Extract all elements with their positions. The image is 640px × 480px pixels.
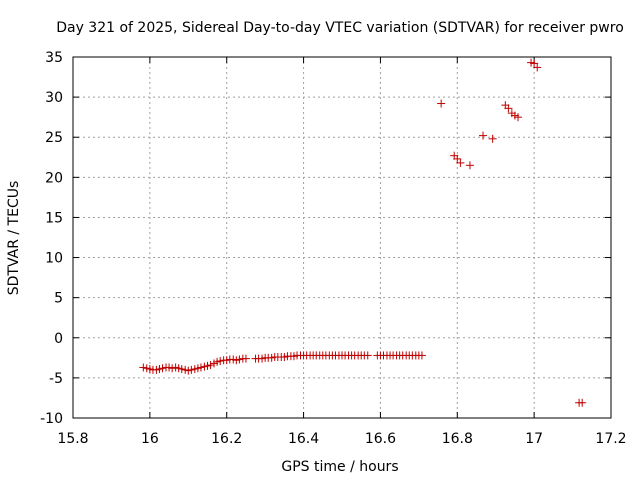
data-point <box>363 351 372 360</box>
data-point <box>533 63 542 72</box>
y-tick-labels: -10 -5 0 5 10 15 20 25 30 35 <box>40 50 63 427</box>
data-point <box>514 113 523 122</box>
y-axis-label: SDTVAR / TECUs <box>6 181 22 296</box>
data-point <box>177 365 186 374</box>
grid-lines <box>73 57 611 418</box>
x-tick-label: 15.8 <box>57 431 88 447</box>
data-point <box>465 161 474 170</box>
y-tick-label: 0 <box>54 331 63 347</box>
x-tick-label: 17 <box>525 431 543 447</box>
chart-title: Day 321 of 2025, Sidereal Day-to-day VTE… <box>56 20 624 36</box>
data-point <box>158 364 167 373</box>
data-point <box>417 351 426 360</box>
y-tick-label: 15 <box>45 210 63 226</box>
x-tick-label: 16 <box>141 431 159 447</box>
data-point <box>488 134 497 143</box>
y-tick-label: 25 <box>45 130 63 146</box>
data-point <box>206 361 215 370</box>
y-tick-label: 5 <box>54 291 63 307</box>
data-point <box>437 99 446 108</box>
data-point <box>578 398 587 407</box>
data-point <box>139 363 148 372</box>
y-tick-label: -10 <box>40 411 63 427</box>
y-tick-label: -5 <box>49 371 63 387</box>
data-point <box>216 357 225 366</box>
y-tick-label: 30 <box>45 90 63 106</box>
x-tick-labels: 15.8 16 16.2 16.4 16.6 16.8 17 17.2 <box>57 431 626 447</box>
data-point <box>453 154 462 163</box>
y-tick-label: 35 <box>45 50 63 66</box>
x-tick-label: 16.2 <box>211 431 242 447</box>
data-point <box>456 158 465 167</box>
x-tick-label: 16.8 <box>442 431 473 447</box>
data-point <box>196 363 205 372</box>
x-tick-label: 17.2 <box>595 431 626 447</box>
x-tick-label: 16.4 <box>288 431 319 447</box>
plot-frame <box>72 56 612 419</box>
data-point <box>235 355 244 364</box>
data-points <box>139 58 587 407</box>
y-tick-label: 20 <box>45 170 63 186</box>
data-point <box>241 354 250 363</box>
data-point <box>187 365 196 374</box>
y-tick-label: 10 <box>45 251 63 267</box>
data-point <box>479 131 488 140</box>
x-tick-label: 16.6 <box>365 431 396 447</box>
data-point <box>530 59 539 68</box>
axis-ticks <box>72 56 612 419</box>
data-point <box>504 104 513 113</box>
x-axis-label: GPS time / hours <box>281 459 398 475</box>
